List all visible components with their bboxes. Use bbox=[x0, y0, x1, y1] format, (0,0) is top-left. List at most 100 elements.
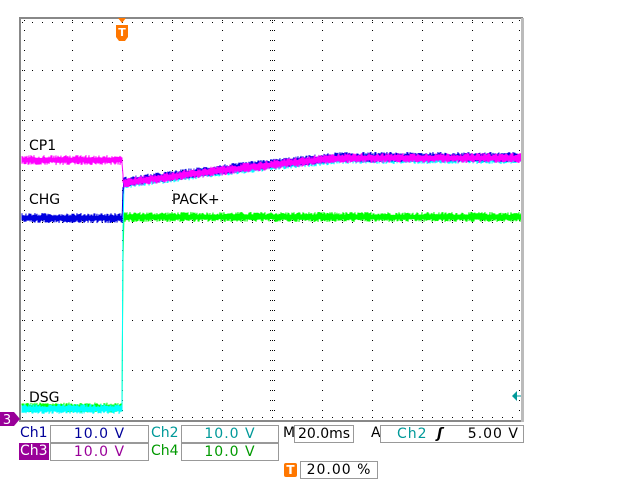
grid-dot bbox=[222, 140, 223, 141]
edge-tick bbox=[519, 150, 520, 151]
grid-dot bbox=[32, 120, 33, 121]
grid-dot bbox=[452, 70, 453, 71]
ch3-ground-marker[interactable]: 3 bbox=[0, 412, 20, 428]
grid-dot bbox=[212, 120, 213, 121]
edge-tick bbox=[222, 22, 223, 23]
center-tick bbox=[274, 20, 275, 21]
ch2-trigger-level-marker[interactable] bbox=[512, 391, 521, 401]
ch4-label[interactable]: Ch4 bbox=[151, 443, 179, 459]
grid-dot bbox=[132, 370, 133, 371]
trigger-readout[interactable]: Ch2 ʃ 5.00 V bbox=[380, 425, 524, 443]
ch2-label[interactable]: Ch2 bbox=[151, 425, 179, 441]
ch3-label[interactable]: Ch3 bbox=[19, 443, 49, 460]
center-tick bbox=[274, 140, 275, 141]
grid-dot bbox=[172, 370, 173, 371]
ch1-label[interactable]: Ch1 bbox=[20, 425, 48, 441]
grid-dot bbox=[122, 50, 123, 51]
grid-dot bbox=[72, 380, 73, 381]
grid-dot bbox=[152, 270, 153, 271]
trigger-position-marker[interactable]: T bbox=[116, 18, 128, 41]
grid-dot bbox=[182, 70, 183, 71]
grid-dot bbox=[162, 170, 163, 171]
center-tick bbox=[252, 222, 253, 223]
edge-tick bbox=[24, 350, 25, 351]
center-tick bbox=[270, 30, 271, 31]
edge-tick bbox=[182, 417, 183, 418]
grid-dot bbox=[472, 140, 473, 141]
grid-dot bbox=[472, 280, 473, 281]
grid-dot bbox=[402, 70, 403, 71]
grid-dot bbox=[172, 210, 173, 211]
grid-dot bbox=[322, 30, 323, 31]
grid-dot bbox=[112, 370, 113, 371]
grid-dot bbox=[222, 240, 223, 241]
center-tick bbox=[270, 220, 271, 221]
grid-dot bbox=[322, 250, 323, 251]
ch4-scale[interactable]: 10.0 V bbox=[181, 443, 279, 461]
trace-pack-plus bbox=[21, 211, 523, 413]
grid-dot bbox=[232, 370, 233, 371]
grid-dot bbox=[172, 70, 173, 71]
trigger-mode-label: A bbox=[371, 425, 381, 441]
grid-dot bbox=[502, 170, 503, 171]
grid-dot bbox=[422, 110, 423, 111]
grid-dot bbox=[372, 370, 373, 371]
center-tick bbox=[402, 222, 403, 223]
center-tick bbox=[274, 180, 275, 181]
grid-dot bbox=[32, 320, 33, 321]
edge-tick bbox=[52, 22, 53, 23]
edge-tick bbox=[502, 417, 503, 418]
edge-tick bbox=[352, 417, 353, 418]
grid-dot bbox=[372, 210, 373, 211]
grid-dot bbox=[242, 70, 243, 71]
grid-dot bbox=[322, 170, 323, 171]
edge-tick bbox=[362, 22, 363, 23]
grid-dot bbox=[342, 170, 343, 171]
grid-dot bbox=[322, 350, 323, 351]
grid-dot bbox=[382, 120, 383, 121]
grid-dot bbox=[72, 310, 73, 311]
grid-dot bbox=[242, 120, 243, 121]
grid-dot bbox=[222, 280, 223, 281]
grid-dot bbox=[272, 400, 273, 401]
edge-tick bbox=[519, 350, 520, 351]
grid-dot bbox=[92, 70, 93, 71]
grid-dot bbox=[172, 260, 173, 261]
grid-dot bbox=[352, 170, 353, 171]
edge-tick bbox=[519, 140, 520, 141]
center-tick bbox=[270, 40, 271, 41]
edge-tick bbox=[292, 417, 293, 418]
ch2-scale[interactable]: 10.0 V bbox=[181, 425, 279, 443]
ch1-scale[interactable]: 10.0 V bbox=[50, 425, 149, 443]
grid-dot bbox=[252, 70, 253, 71]
center-tick bbox=[270, 100, 271, 101]
edge-tick bbox=[342, 22, 343, 23]
grid-dot bbox=[172, 390, 173, 391]
edge-tick bbox=[24, 240, 25, 241]
grid-dot bbox=[72, 190, 73, 191]
grid-dot bbox=[122, 80, 123, 81]
grid-dot bbox=[152, 120, 153, 121]
edge-tick bbox=[422, 22, 423, 23]
edge-tick bbox=[24, 390, 25, 391]
grid-dot bbox=[422, 20, 423, 21]
grid-dot bbox=[482, 270, 483, 271]
grid-dot bbox=[272, 60, 273, 61]
edge-tick bbox=[412, 22, 413, 23]
ch3-scale[interactable]: 10.0 V bbox=[50, 443, 149, 461]
grid-dot bbox=[132, 120, 133, 121]
grid-dot bbox=[322, 130, 323, 131]
grid-dot bbox=[372, 310, 373, 311]
grid-dot bbox=[322, 20, 323, 21]
center-tick bbox=[152, 222, 153, 223]
trigger-position-value[interactable]: 20.00 % bbox=[300, 461, 378, 479]
center-tick bbox=[242, 222, 243, 223]
grid-dot bbox=[272, 30, 273, 31]
center-tick bbox=[274, 120, 275, 121]
edge-tick bbox=[24, 40, 25, 41]
edge-tick bbox=[24, 340, 25, 341]
grid-dot bbox=[252, 370, 253, 371]
timebase-value[interactable]: 20.0ms bbox=[294, 425, 354, 443]
grid-dot bbox=[482, 70, 483, 71]
center-tick bbox=[270, 370, 271, 371]
